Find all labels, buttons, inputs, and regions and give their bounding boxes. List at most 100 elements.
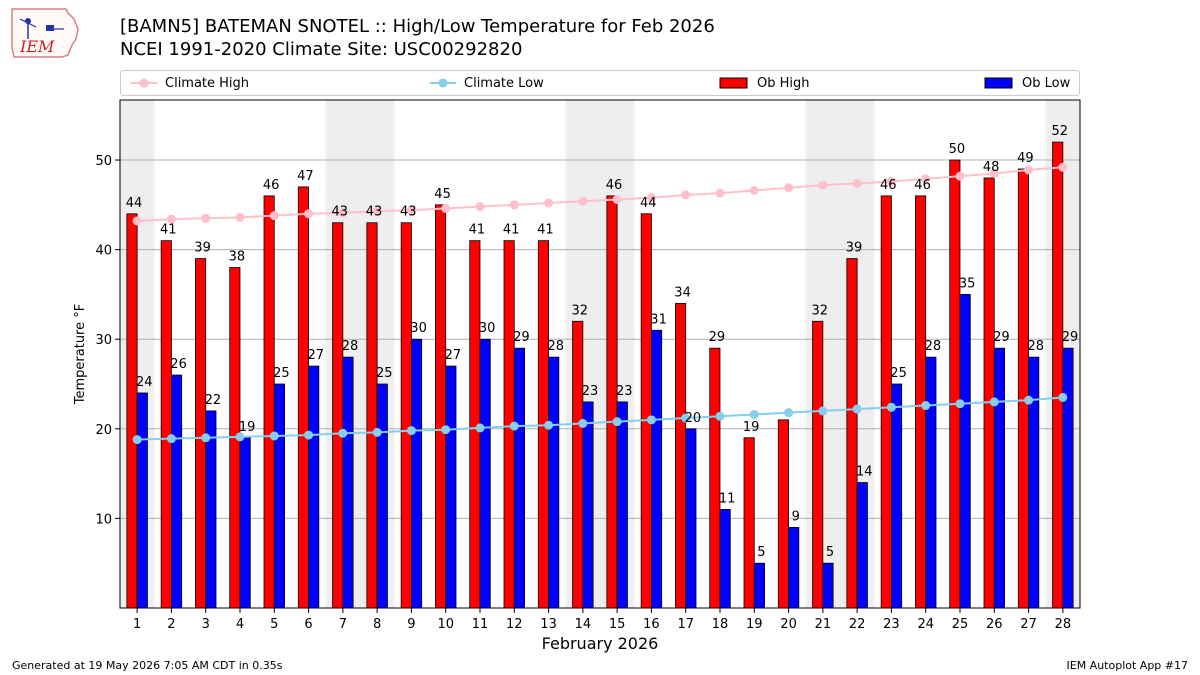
- data-label-high: 46: [880, 178, 897, 193]
- data-label-low: 26: [170, 357, 187, 372]
- x-tick-label: 15: [609, 617, 626, 632]
- bar-ob-low: [856, 482, 868, 609]
- data-label-high: 41: [503, 223, 520, 238]
- data-label-high: 38: [229, 250, 246, 265]
- climate-point: [921, 174, 931, 184]
- data-label-high: 46: [263, 178, 280, 193]
- data-label-high: 41: [469, 223, 486, 238]
- data-label-low: 20: [685, 411, 702, 426]
- bar-ob-high: [572, 320, 584, 609]
- bar-ob-high: [366, 222, 378, 609]
- climate-point: [338, 428, 348, 438]
- x-axis-label: February 2026: [542, 634, 659, 653]
- data-label-high: 41: [537, 223, 554, 238]
- x-tick-label: 27: [1020, 617, 1037, 632]
- data-label-low: 23: [582, 384, 599, 399]
- climate-point: [818, 406, 828, 416]
- data-label-low: 5: [757, 545, 765, 560]
- data-label-high: 41: [160, 223, 177, 238]
- climate-point: [681, 413, 691, 423]
- x-tick-label: 18: [712, 617, 729, 632]
- bar-ob-high: [435, 204, 447, 609]
- footer-app: IEM Autoplot App #17: [1066, 659, 1189, 672]
- bar-ob-high: [983, 177, 995, 609]
- bar-ob-high: [709, 347, 721, 609]
- bar-ob-low: [445, 365, 457, 609]
- x-tick-label: 17: [677, 617, 694, 632]
- climate-point: [989, 397, 999, 407]
- bar-ob-low: [719, 509, 731, 609]
- climate-point: [1024, 395, 1034, 405]
- data-label-high: 44: [640, 196, 657, 211]
- bar-ob-low: [582, 401, 594, 609]
- data-label-low: 9: [792, 509, 800, 524]
- climate-point: [784, 408, 794, 418]
- climate-point: [1058, 392, 1068, 402]
- climate-point: [235, 432, 245, 442]
- bar-ob-low: [822, 562, 834, 609]
- bar-ob-high: [195, 258, 207, 609]
- climate-high-swatch-icon: [131, 78, 157, 88]
- bar-ob-low: [479, 338, 491, 609]
- data-label-high: 43: [331, 205, 348, 220]
- plot-frame: [119, 99, 1081, 609]
- climate-point: [441, 203, 451, 213]
- data-label-low: 27: [445, 348, 462, 363]
- bar-ob-low: [376, 383, 388, 609]
- data-label-high: 49: [1017, 151, 1034, 166]
- x-tick-label: 25: [952, 617, 969, 632]
- climate-point: [1024, 165, 1034, 175]
- x-tick-label: 19: [746, 617, 763, 632]
- climate-point: [612, 417, 622, 427]
- chart-title: [BAMN5] BATEMAN SNOTEL :: High/Low Tempe…: [120, 16, 715, 37]
- climate-point: [544, 198, 554, 208]
- x-tick-label: 6: [304, 617, 312, 632]
- data-label-low: 28: [342, 339, 359, 354]
- data-label-low: 31: [650, 312, 667, 327]
- data-label-low: 28: [1027, 339, 1044, 354]
- climate-point: [715, 188, 725, 198]
- bar-ob-high: [400, 222, 412, 609]
- legend-label: Ob Low: [1022, 75, 1071, 91]
- legend-label: Climate High: [165, 75, 250, 91]
- climate-point: [201, 433, 211, 443]
- data-label-low: 35: [959, 276, 976, 291]
- y-tick-label: 50: [95, 154, 112, 169]
- climate-point: [132, 435, 142, 445]
- legend: Climate High Climate Low Ob High Ob Low: [120, 70, 1080, 96]
- data-label-low: 25: [273, 366, 290, 381]
- data-label-low: 29: [513, 330, 530, 345]
- data-label-low: 24: [136, 375, 153, 390]
- climate-point: [955, 171, 965, 181]
- bar-ob-high: [126, 213, 138, 609]
- bar-ob-low: [548, 356, 560, 609]
- x-tick-label: 14: [575, 617, 592, 632]
- data-label-high: 45: [434, 187, 451, 202]
- y-tick-label: 40: [95, 244, 112, 259]
- data-label-low: 23: [616, 384, 633, 399]
- climate-point: [921, 401, 931, 411]
- y-tick-label: 10: [95, 512, 112, 527]
- climate-point: [304, 209, 314, 219]
- data-label-low: 29: [993, 330, 1010, 345]
- data-label-high: 32: [811, 303, 828, 318]
- data-label-low: 25: [376, 366, 393, 381]
- climate-point: [475, 423, 485, 433]
- data-label-low: 19: [239, 420, 256, 435]
- climate-point: [646, 193, 656, 203]
- data-label-low: 27: [307, 348, 324, 363]
- bar-ob-low: [1062, 347, 1074, 609]
- chart-subtitle: NCEI 1991-2020 Climate Site: USC00292820: [120, 39, 523, 60]
- x-tick-label: 20: [780, 617, 797, 632]
- data-label-high: 48: [983, 160, 1000, 175]
- bar-ob-low: [513, 347, 525, 609]
- climate-point: [235, 212, 245, 222]
- footer-generated: Generated at 19 May 2026 7:05 AM CDT in …: [12, 659, 283, 672]
- x-tick-label: 23: [883, 617, 900, 632]
- x-tick-label: 22: [849, 617, 866, 632]
- x-tick-label: 8: [373, 617, 381, 632]
- climate-point: [509, 421, 519, 431]
- x-tick-label: 11: [472, 617, 489, 632]
- bar-ob-low: [411, 338, 423, 609]
